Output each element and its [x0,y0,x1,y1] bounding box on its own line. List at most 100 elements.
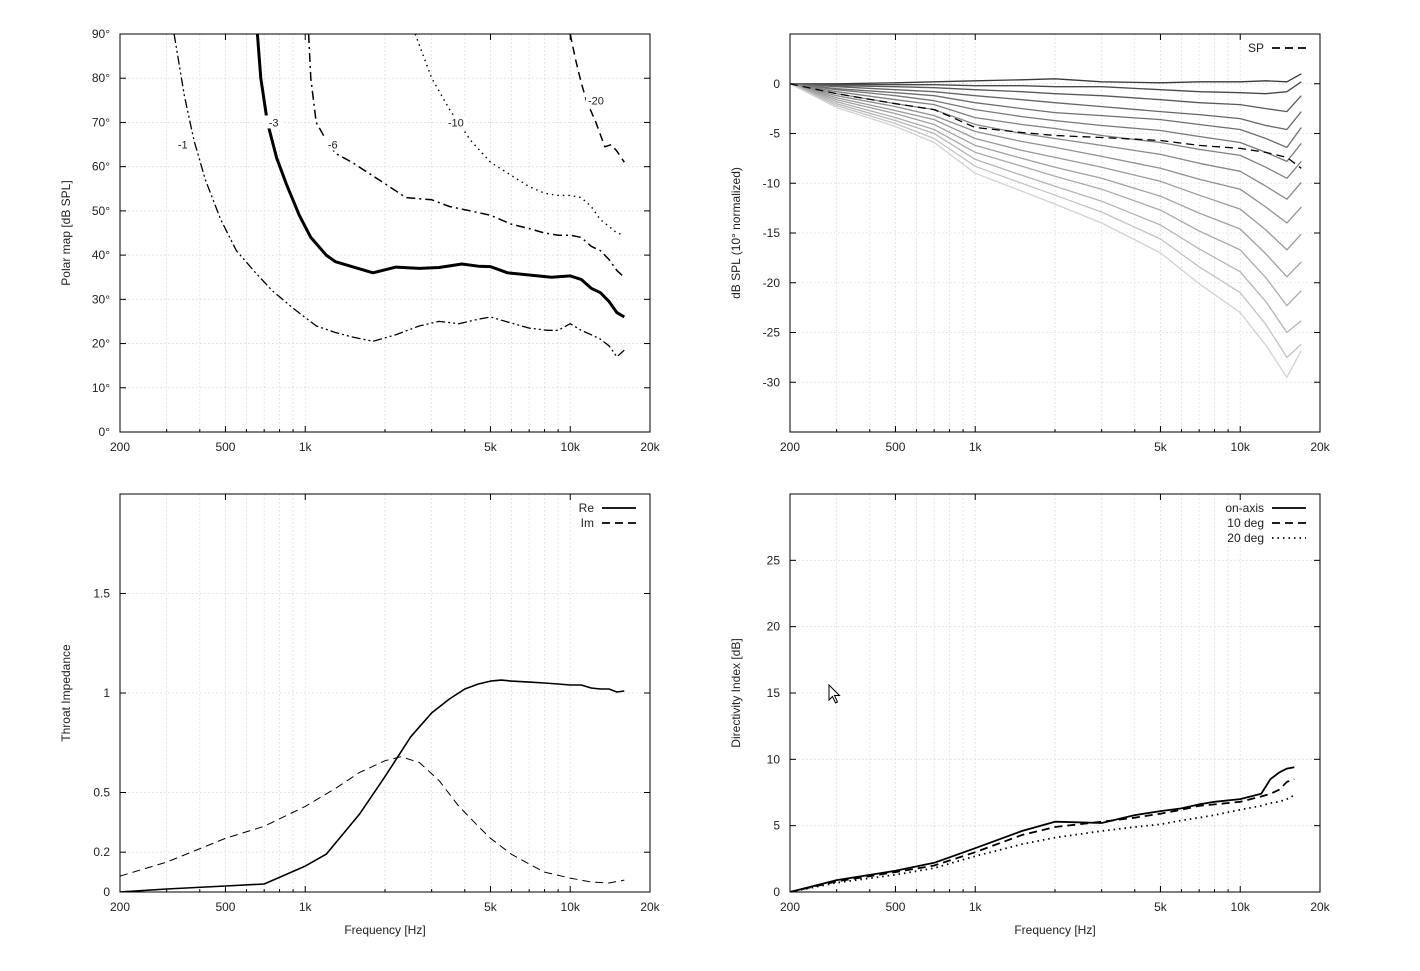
series-line-4 [790,83,1302,149]
chart-panel-top-right: 200 500 1k 5k 10k 20k 0 -5 -10 -15 -20 -25 -30 dB SPL… [729,33,1331,454]
y-tick-label: -30 [763,375,781,389]
y-tick-label: 70° [92,115,110,129]
x-tick-label: 200 [110,900,130,914]
series-line-1 [790,81,1302,95]
series-line-5 [790,83,1302,163]
legend-label: Re [579,501,595,515]
y-tick-label: 20° [92,337,110,351]
x-tick-label: 20k [640,900,660,914]
x-tick-label: 5k [484,900,498,914]
y-tick-label: 10° [92,381,110,395]
contour-label-bg [172,137,193,151]
y-tick-label: 0 [773,885,780,899]
y-tick-label: 0 [773,77,780,91]
legend-label: Im [581,516,594,530]
contour-label: -6 [328,140,338,152]
y-tick-label: 50° [92,204,110,218]
y-tick-label: -20 [763,276,781,290]
x-tick-label: 1k [969,440,983,454]
x-tick-label: 500 [215,440,235,454]
series-line-0 [790,73,1302,85]
series-line-11 [790,83,1302,307]
x-tick-label: 500 [215,900,235,914]
series-line-6 [790,83,1302,179]
x-tick-label: 10k [1231,440,1251,454]
plot-area: -1 -3 -6 -10 -20 [172,34,626,358]
y-tick-label: -10 [763,176,781,190]
plot-area [120,679,625,892]
x-tick-label: 5k [1154,440,1168,454]
contour-label-bg [263,115,284,129]
x-tick-label: 20k [1310,900,1330,914]
series-line-20 [569,34,625,163]
x-tick-label: 10k [561,900,581,914]
y-tick-label: 25 [767,553,781,567]
series-line-7 [790,83,1302,200]
contour-label: -3 [269,117,279,129]
y-axis-label: Throat Impedance [59,644,73,742]
x-tick-label: 1k [969,900,983,914]
x-tick-label: 500 [885,900,905,914]
plot-frame [119,33,651,433]
x-axis-label: Frequency [Hz] [344,923,425,937]
series-line-im [120,756,625,884]
plot-area [790,766,1295,892]
plot-area [790,73,1302,378]
contour-label-bg [585,93,606,107]
y-tick-label: -5 [769,127,780,141]
contour-label: -1 [178,140,188,152]
y-axis-label: Polar map [dB SPL] [59,180,73,285]
y-tick-label: 40° [92,248,110,262]
y-tick-label: 60° [92,160,110,174]
x-tick-label: 5k [1154,900,1168,914]
y-tick-label: 5 [773,819,780,833]
legend-label: SP [1248,41,1264,55]
x-axis-label: Frequency [Hz] [1014,923,1095,937]
y-tick-label: 15 [767,686,781,700]
legend-label: 20 deg [1227,531,1264,545]
series-line-6 [307,34,625,278]
series-line-2 [790,83,1302,113]
series-line-13 [790,83,1302,359]
y-tick-label: -15 [763,226,781,240]
x-tick-label: 500 [885,440,905,454]
mouse-pointer-icon [828,684,841,704]
y-tick-label: 0° [99,425,111,439]
x-tick-label: 10k [1231,900,1251,914]
contour-label: -10 [448,117,464,129]
x-tick-label: 200 [110,440,130,454]
contour-label: -20 [588,95,604,107]
y-axis-label: Directivity Index [dB] [729,638,743,747]
series-line-10-deg [790,778,1295,892]
y-tick-label: -25 [763,326,781,340]
series-line-14 [790,83,1302,378]
x-tick-label: 20k [640,440,660,454]
contour-label-bg [445,115,466,129]
y-tick-label: 30° [92,292,110,306]
y-tick-label: 0.5 [93,786,110,800]
y-tick-label: 20 [767,620,781,634]
x-tick-label: 200 [780,900,800,914]
legend-label: 10 deg [1227,516,1264,530]
series-line-3 [790,83,1302,131]
y-axis-label: dB SPL (10° normalized) [729,167,743,299]
y-tick-label: 0.2 [93,845,110,859]
y-tick-label: 80° [92,71,110,85]
series-line-12 [790,83,1302,334]
series-line-9 [790,83,1302,251]
x-tick-label: 200 [780,440,800,454]
x-tick-label: 5k [484,440,498,454]
x-tick-label: 1k [299,900,313,914]
series-line-1 [173,34,625,358]
chart-panel-bottom-right: 200 500 1k 5k 10k 20k 0 5 10 15 20 25 Directivity In… [729,493,1331,937]
chart-panel-top-left: 200 500 1k 5k 10k 20k 0° 10° 20° 30° 40° 50° 60° 70° 8… [59,27,661,454]
x-tick-label: 20k [1310,440,1330,454]
x-tick-label: 10k [561,440,581,454]
y-tick-label: 1.5 [93,587,110,601]
x-tick-label: 1k [299,440,313,454]
y-tick-label: 10 [767,752,781,766]
y-tick-label: 90° [92,27,110,41]
series-line-20-deg [790,794,1295,892]
series-line-8 [790,83,1302,224]
contour-label-bg [322,137,343,151]
